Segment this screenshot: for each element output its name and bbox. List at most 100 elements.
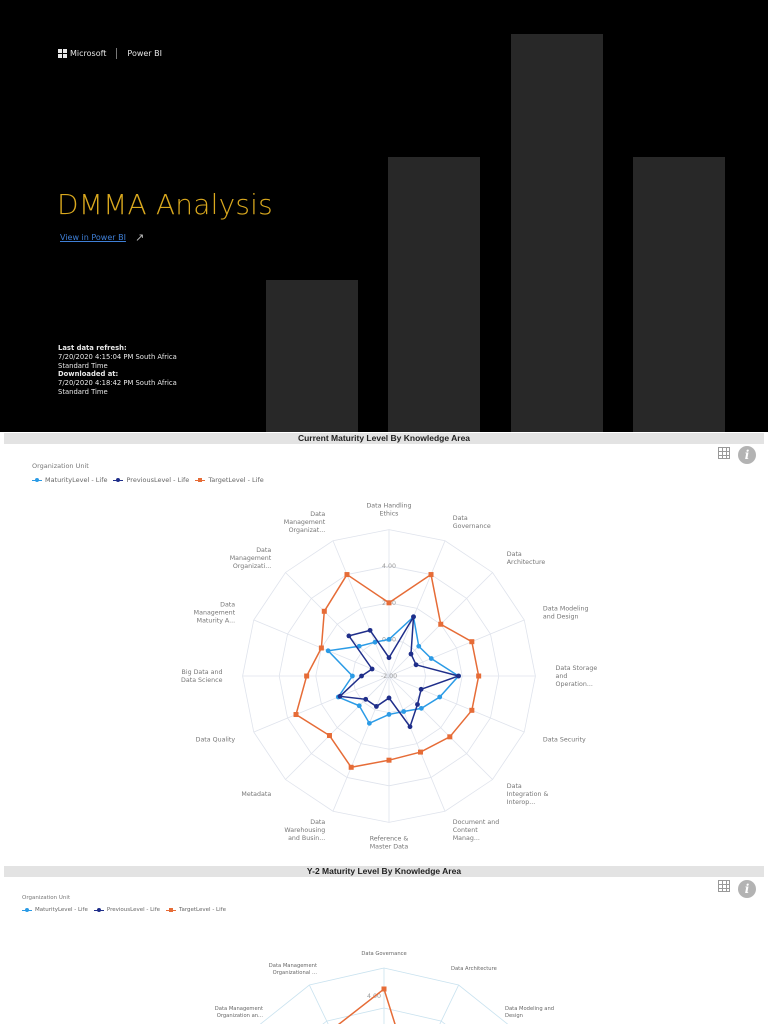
microsoft-logo-icon bbox=[58, 49, 67, 58]
legend-label: PreviousLevel - Life bbox=[126, 476, 190, 484]
axis-tick: -2.00 bbox=[381, 673, 397, 680]
decorative-bar-2 bbox=[388, 157, 480, 432]
data-point[interactable] bbox=[416, 643, 422, 649]
axis-label: Data Architecture bbox=[451, 966, 497, 972]
data-point[interactable] bbox=[363, 696, 369, 702]
axis-label: Data Modeling and Design bbox=[505, 1006, 554, 1019]
data-point[interactable] bbox=[407, 724, 413, 730]
data-point[interactable] bbox=[386, 600, 392, 606]
data-point[interactable] bbox=[438, 621, 444, 627]
view-in-power-bi-link[interactable]: View in Power BI bbox=[60, 233, 126, 242]
data-point[interactable] bbox=[447, 734, 453, 740]
data-point[interactable] bbox=[293, 712, 299, 718]
last-refresh-value: 7/20/2020 4:15:04 PM South Africa Standa… bbox=[58, 352, 177, 370]
data-point[interactable] bbox=[344, 572, 350, 578]
decorative-bar-4 bbox=[633, 157, 725, 432]
data-point[interactable] bbox=[386, 637, 392, 642]
data-point[interactable] bbox=[325, 648, 331, 654]
data-point[interactable] bbox=[411, 614, 416, 620]
legend-item-target[interactable]: TargetLevel - Life bbox=[195, 476, 264, 484]
data-point[interactable] bbox=[359, 673, 364, 679]
data-point[interactable] bbox=[386, 655, 392, 661]
data-point[interactable] bbox=[366, 720, 372, 726]
info-icon[interactable]: i bbox=[738, 446, 756, 464]
data-point[interactable] bbox=[304, 673, 310, 679]
data-point[interactable] bbox=[326, 733, 332, 739]
legend-marker-icon bbox=[195, 477, 206, 483]
axis-label: Data Governance bbox=[453, 515, 491, 530]
axis-label: Data Architecture bbox=[507, 551, 546, 566]
data-point[interactable] bbox=[418, 686, 424, 692]
info-icon[interactable]: i bbox=[738, 880, 756, 898]
data-point[interactable] bbox=[373, 704, 379, 709]
downloaded-value: 7/20/2020 4:18:42 PM South Africa Standa… bbox=[58, 379, 177, 396]
legend-marker-icon bbox=[113, 477, 124, 483]
chart-legend: MaturityLevel - Life PreviousLevel - Lif… bbox=[32, 476, 270, 484]
data-point[interactable] bbox=[469, 639, 475, 645]
legend-item-maturity[interactable]: MaturityLevel - Life bbox=[32, 476, 107, 484]
radar-chart-y2: Data Governance Data Architecture Data Mod… bbox=[215, 951, 554, 1024]
axis-label: Data Quality bbox=[196, 737, 236, 744]
table-view-button[interactable] bbox=[718, 880, 730, 892]
axis-label: Data Storage and Operation... bbox=[556, 665, 598, 688]
legend-item-maturity[interactable]: MaturityLevel - Life bbox=[22, 907, 88, 913]
data-point[interactable] bbox=[386, 757, 392, 763]
data-point[interactable] bbox=[428, 656, 434, 661]
decorative-bar-1 bbox=[266, 280, 358, 432]
legend-item-previous[interactable]: PreviousLevel - Life bbox=[93, 907, 161, 913]
axis-label: Data Warehousing and Busin... bbox=[284, 819, 325, 842]
legend-item-target[interactable]: TargetLevel - Life bbox=[166, 907, 226, 913]
last-refresh-label: Last data refresh: bbox=[58, 344, 127, 352]
external-link-arrow-icon[interactable]: ↗ bbox=[135, 231, 145, 244]
product-name: Power BI bbox=[127, 49, 162, 58]
data-point[interactable] bbox=[476, 673, 482, 679]
data-point[interactable] bbox=[318, 645, 324, 651]
data-point[interactable] bbox=[413, 662, 419, 668]
data-point[interactable] bbox=[367, 627, 373, 633]
data-point[interactable] bbox=[321, 608, 327, 614]
data-point[interactable] bbox=[356, 703, 362, 709]
legend-label: MaturityLevel - Life bbox=[45, 476, 108, 484]
data-point[interactable] bbox=[348, 764, 354, 770]
data-point[interactable] bbox=[469, 707, 475, 713]
data-point[interactable] bbox=[456, 673, 461, 679]
axis-label: Data Management Maturity A... bbox=[194, 601, 236, 624]
axis-label: Data Management Organizational ... bbox=[269, 963, 318, 976]
axis-tick: 4.00 bbox=[382, 563, 396, 570]
data-point[interactable] bbox=[386, 695, 392, 701]
refresh-info: Last data refresh: 7/20/2020 4:15:04 PM … bbox=[58, 344, 188, 397]
data-point[interactable] bbox=[415, 702, 420, 707]
data-point[interactable] bbox=[369, 666, 375, 672]
axis-label: Document and Content Manag... bbox=[453, 819, 499, 842]
data-point[interactable] bbox=[408, 651, 414, 657]
data-point[interactable] bbox=[386, 712, 392, 717]
legend-label: MaturityLevel - Life bbox=[35, 907, 88, 913]
axis-label: Reference & Master Data bbox=[370, 836, 409, 851]
legend-label: PreviousLevel - Life bbox=[106, 907, 161, 913]
report-cover: Microsoft Power BI DMMA Analysis View in… bbox=[0, 0, 768, 432]
table-view-button[interactable] bbox=[718, 447, 730, 459]
data-point[interactable] bbox=[346, 633, 352, 639]
legend-marker-icon bbox=[32, 477, 42, 483]
data-point[interactable] bbox=[356, 643, 362, 649]
data-point[interactable] bbox=[401, 709, 407, 714]
chart-legend: MaturityLevel - Life PreviousLevel - Lif… bbox=[22, 907, 232, 913]
data-point[interactable] bbox=[437, 694, 443, 700]
data-point[interactable] bbox=[337, 693, 343, 699]
axis-label: Big Data and Data Science bbox=[181, 669, 223, 684]
data-point[interactable] bbox=[428, 572, 434, 578]
data-point[interactable] bbox=[418, 749, 424, 755]
legend-label: TargetLevel - Life bbox=[179, 907, 226, 913]
company-name: Microsoft bbox=[70, 49, 107, 58]
axis-label: Data Security bbox=[543, 737, 586, 744]
data-point[interactable] bbox=[381, 986, 387, 992]
decorative-bar-3 bbox=[511, 34, 603, 432]
data-point[interactable] bbox=[372, 639, 378, 645]
data-point[interactable] bbox=[418, 705, 424, 711]
downloaded-label: Downloaded at: bbox=[58, 370, 119, 379]
axis-label: Data Governance bbox=[361, 951, 406, 957]
data-point[interactable] bbox=[350, 673, 355, 679]
legend-item-previous[interactable]: PreviousLevel - Life bbox=[113, 476, 189, 484]
axis-label: Data Management Organizati... bbox=[230, 547, 272, 570]
section-header-y2: Y-2 Maturity Level By Knowledge Area bbox=[4, 866, 764, 877]
